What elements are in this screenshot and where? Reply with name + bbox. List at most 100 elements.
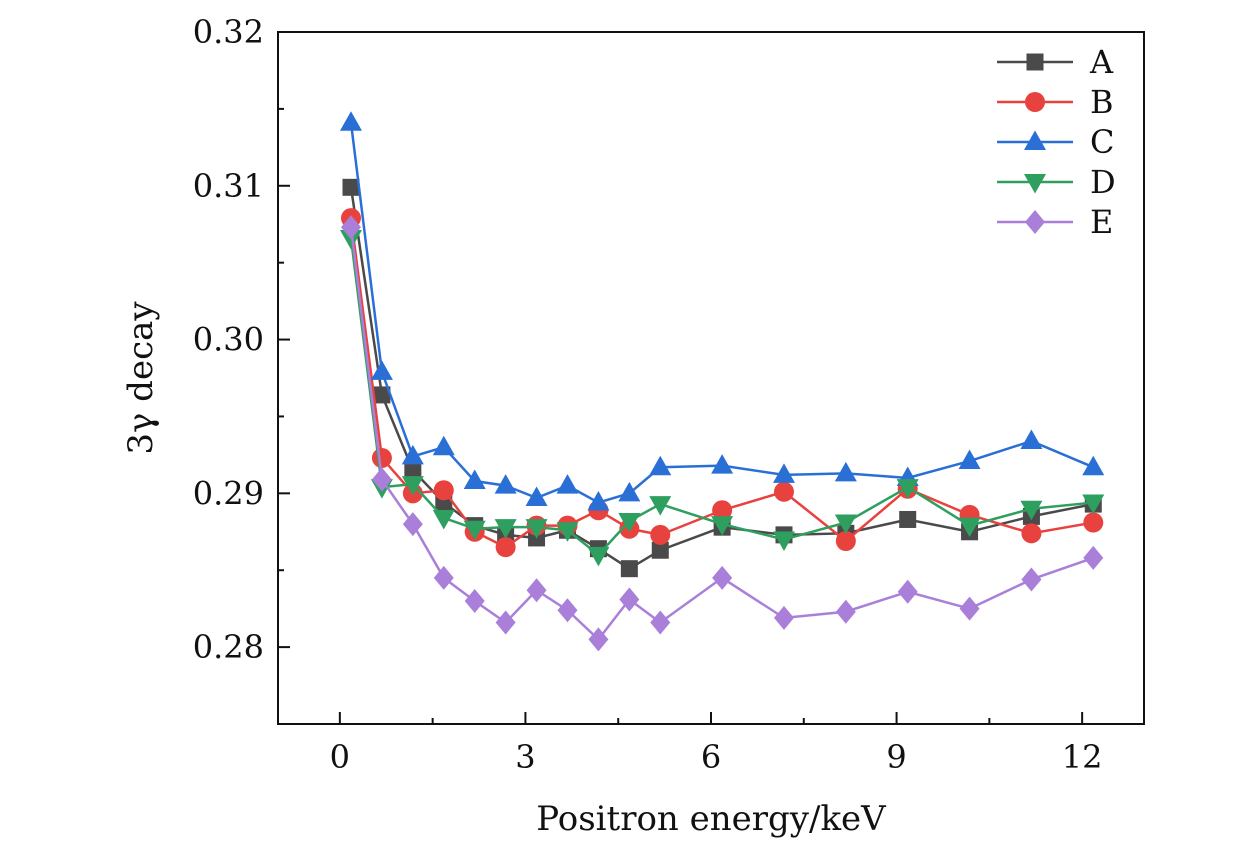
series-d-point	[1082, 494, 1105, 515]
series-e-point	[773, 605, 794, 630]
series-d-point	[834, 514, 857, 535]
series-d-point	[618, 513, 641, 533]
series-e-point	[712, 565, 733, 590]
y-axis-title: 3γ decay	[121, 301, 161, 455]
series-c-line	[349, 122, 1094, 504]
series-c-point	[1082, 455, 1105, 476]
series-d-point	[494, 519, 517, 539]
series-c-point	[958, 449, 981, 470]
series-b-point	[433, 480, 454, 501]
y-tick-label: 0.29	[193, 474, 264, 512]
legend-label: B	[1090, 83, 1114, 121]
series-c-point	[587, 491, 610, 511]
series-d-point	[649, 496, 672, 516]
x-tick-label: 12	[1062, 738, 1103, 776]
series-a-point	[620, 560, 638, 578]
series-e-point	[1021, 567, 1042, 592]
series-b-point	[495, 537, 516, 558]
series-e-point	[650, 610, 671, 635]
series-d-point	[525, 519, 548, 539]
series-a-point	[404, 461, 422, 479]
series-d-point	[1020, 500, 1043, 521]
series-e-point	[402, 512, 423, 537]
series-layer	[339, 111, 1105, 652]
x-tick-label: 3	[515, 738, 535, 776]
x-tick-label: 6	[701, 738, 721, 776]
series-b-point	[712, 500, 733, 521]
series-a-point	[342, 178, 360, 196]
series-e-point	[526, 578, 547, 603]
legend-item-e: E	[997, 203, 1113, 241]
series-c-point	[711, 454, 734, 474]
series-e-point	[588, 627, 609, 652]
series-c	[339, 111, 1105, 511]
series-e-point	[340, 215, 361, 240]
series-d-point	[772, 531, 795, 551]
series-d-point	[587, 546, 610, 567]
y-tick-label: 0.28	[193, 628, 264, 666]
legend-label: A	[1089, 43, 1114, 81]
series-c-point	[401, 444, 424, 465]
legend-marker	[1024, 130, 1046, 150]
y-tick-label: 0.31	[193, 167, 264, 205]
series-c-point	[556, 474, 579, 494]
series-c-point	[494, 474, 517, 494]
series-e	[340, 215, 1104, 652]
legend-item-a: A	[997, 43, 1114, 81]
series-d	[339, 230, 1105, 567]
series-e-line	[349, 227, 1094, 642]
x-axis-title: Positron energy/keV	[536, 799, 887, 839]
series-e-point	[1083, 545, 1104, 570]
series-d-point	[556, 522, 579, 542]
series-c-point	[370, 360, 393, 380]
series-c-point	[618, 481, 641, 502]
series-b-point	[835, 531, 856, 552]
series-c-point	[772, 463, 795, 483]
legend-item-c: C	[997, 123, 1114, 161]
legend-marker	[1026, 53, 1044, 71]
series-a-point	[899, 510, 917, 528]
series-d-point	[463, 520, 486, 541]
series-d-point	[432, 509, 455, 530]
legend-item-d: D	[997, 163, 1116, 201]
series-e-point	[835, 599, 856, 624]
series-e-point	[619, 587, 640, 612]
x-tick-label: 9	[886, 738, 906, 776]
series-e-point	[464, 588, 485, 613]
series-c-point	[339, 111, 362, 131]
y-axis-ticks: 0.28 0.29 0.30 0.31 0.32	[193, 13, 290, 725]
series-b-point	[650, 524, 671, 545]
legend-label: D	[1090, 163, 1116, 201]
series-a-point	[651, 541, 669, 559]
series-b-point	[1021, 523, 1042, 544]
plot-frame	[277, 31, 1145, 725]
series-c-point	[834, 461, 857, 482]
series-c-point	[432, 435, 455, 456]
series-c-point	[525, 486, 548, 506]
series-d-point	[711, 516, 734, 536]
x-axis-ticks: 0 3 6 9 12	[330, 712, 1103, 776]
series-e-point	[557, 598, 578, 623]
series-b-line	[349, 217, 1094, 549]
series-b-point	[371, 447, 392, 468]
series-b-point	[1083, 512, 1104, 533]
series-a-point	[373, 386, 391, 404]
series-c-point	[649, 455, 672, 476]
series-d-point	[339, 230, 362, 250]
series-d-point	[401, 476, 424, 496]
legend-marker	[1025, 92, 1045, 112]
series-c-point	[463, 469, 486, 490]
series-e-point	[433, 565, 454, 590]
x-tick-label: 0	[330, 738, 350, 776]
series-b	[340, 208, 1104, 558]
legend-item-b: B	[997, 83, 1114, 121]
series-d-point	[958, 517, 981, 538]
series-e-point	[897, 579, 918, 604]
legend-marker	[1024, 174, 1046, 194]
legend-label: C	[1090, 123, 1114, 161]
y-tick-label: 0.30	[193, 321, 264, 359]
series-e-point	[495, 610, 516, 635]
legend-marker	[1025, 210, 1045, 234]
